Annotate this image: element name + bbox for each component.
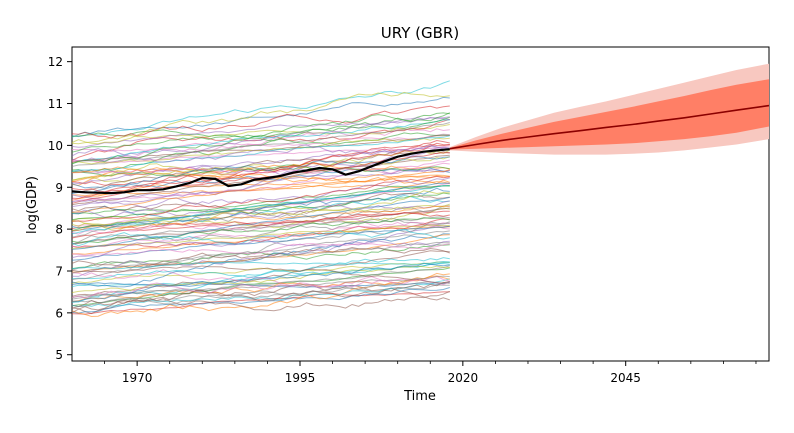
main-series-group [71, 104, 770, 195]
background-line [71, 122, 450, 167]
background-line [71, 96, 450, 138]
background-line [71, 239, 450, 259]
background-line [71, 147, 450, 201]
background-line [71, 129, 450, 145]
background-line [71, 261, 450, 284]
background-line [71, 144, 450, 163]
background-line [71, 190, 450, 227]
forecast-inner-band [449, 79, 769, 150]
y-tick-label: 12 [48, 55, 63, 69]
background-line [71, 162, 450, 183]
x-axis-label: Time [403, 389, 436, 404]
y-axis-label: log(GDP) [25, 176, 40, 234]
background-line [71, 241, 450, 281]
background-line [71, 265, 450, 300]
background-line [71, 175, 450, 222]
background-line [71, 217, 450, 244]
background-line [71, 116, 450, 148]
background-line [71, 145, 450, 163]
background-line [71, 112, 451, 165]
x-tick-label: 1970 [122, 371, 153, 385]
chart-title: URY (GBR) [381, 24, 459, 42]
axes-group: 1970 1995 2020 2045 5 6 7 8 9 10 11 12 [48, 55, 757, 385]
background-line [71, 224, 450, 249]
background-series-group [71, 80, 451, 318]
forecast-bands [449, 63, 769, 155]
background-line [72, 262, 450, 302]
background-line [71, 164, 450, 177]
background-line [71, 177, 450, 208]
background-line [71, 233, 450, 288]
background-line [71, 207, 450, 232]
background-line [71, 278, 450, 308]
background-line [71, 279, 451, 299]
plot-frame [71, 46, 770, 362]
background-line [71, 265, 450, 284]
background-line [71, 169, 450, 208]
background-line [71, 162, 450, 174]
background-line [71, 182, 450, 232]
background-line [71, 203, 450, 222]
y-tick-label: 9 [55, 181, 63, 195]
background-line [71, 205, 450, 232]
background-line [71, 116, 450, 162]
background-line [71, 105, 450, 139]
y-tick-label: 5 [55, 348, 63, 362]
background-line [71, 246, 450, 269]
background-line [71, 265, 450, 294]
y-tick-label: 7 [55, 264, 63, 278]
y-tick-label: 8 [55, 223, 63, 237]
y-tick-label: 6 [55, 306, 63, 320]
background-line [72, 128, 450, 163]
y-tick-label: 11 [48, 97, 63, 111]
background-line [71, 166, 450, 182]
background-line [71, 243, 450, 257]
x-tick-label: 2020 [448, 371, 479, 385]
background-line [71, 137, 450, 165]
background-line [71, 184, 450, 221]
background-line [71, 275, 450, 302]
plot-area: 1970 1995 2020 2045 5 6 7 8 9 10 11 12 [48, 46, 770, 385]
background-line [71, 150, 450, 193]
background-line [71, 281, 450, 309]
background-line [71, 290, 451, 314]
x-tick-label: 1995 [285, 371, 316, 385]
background-line [71, 143, 450, 200]
background-line [71, 135, 450, 172]
background-line [71, 142, 450, 193]
background-line [71, 225, 450, 277]
background-line [71, 185, 450, 235]
background-line [71, 91, 450, 145]
background-line [71, 181, 450, 197]
y-tick-label: 10 [48, 139, 63, 153]
background-line [71, 212, 450, 230]
background-line [71, 116, 450, 153]
background-line [71, 210, 450, 239]
history-line [71, 148, 450, 195]
background-line [71, 169, 450, 213]
x-tick-label: 2045 [610, 371, 641, 385]
background-line [71, 291, 450, 315]
background-line [71, 228, 450, 247]
forecast-median-line [449, 104, 770, 150]
background-line [71, 260, 450, 270]
background-line [71, 200, 450, 219]
background-line [71, 225, 450, 261]
background-line [71, 154, 450, 206]
background-line [71, 281, 450, 307]
background-line [71, 80, 450, 138]
background-line [71, 196, 450, 250]
